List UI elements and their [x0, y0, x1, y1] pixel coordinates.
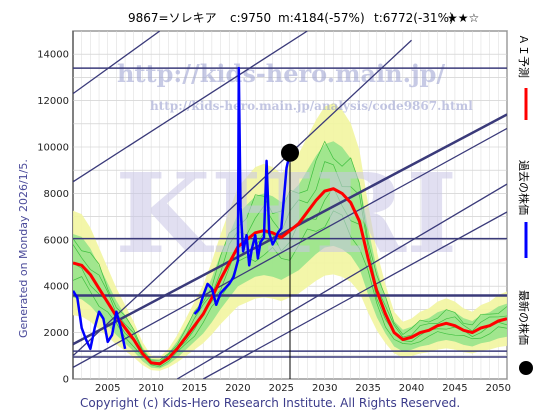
y-tick-label: 2000	[44, 328, 69, 339]
title-t-value: t:6772(-31%)	[374, 11, 454, 25]
y-tick-label: 8000	[44, 189, 69, 200]
legend: ＡＩ予測 過去の株価 最新の株価	[517, 34, 533, 375]
watermark-analysis-url: http://kids-hero.main.jp/analysis/code98…	[150, 99, 473, 113]
x-tick-label: 2005	[95, 383, 120, 394]
chart-marks	[281, 143, 299, 162]
legend-latest-price-label: 最新の株価	[517, 290, 531, 345]
x-tick-label: 2020	[225, 383, 250, 394]
title-current-price: c:9750	[230, 11, 271, 25]
diagonal-trend-line	[73, 39, 412, 357]
y-tick-label: 6000	[44, 235, 69, 246]
y-tick-label: 10000	[37, 143, 69, 154]
legend-past-price-label: 過去の株価	[517, 160, 531, 215]
title-m-value: m:4184(-57%)	[278, 11, 365, 25]
y-tick-label: 0	[63, 375, 69, 386]
x-tick-label: 2030	[312, 383, 337, 394]
y-tick-label: 4000	[44, 282, 69, 293]
title-rating-stars: ★★☆	[447, 11, 479, 25]
x-tick-label: 2015	[182, 383, 207, 394]
diagonal-trend-line	[73, 31, 161, 95]
x-tick-label: 2050	[486, 383, 511, 394]
x-tick-label: 2035	[355, 383, 380, 394]
diagonal-trend-line	[202, 211, 507, 379]
watermark-url: http://kids-hero.main.jp/	[117, 59, 445, 88]
diagonal-trend-line	[73, 31, 308, 183]
latest-price-point	[281, 143, 299, 162]
title-code-name: 9867=ソレキア	[128, 11, 217, 25]
diagonal-trend-line	[176, 183, 507, 379]
legend-latest-price-dot	[519, 361, 533, 375]
copyright-text: Copyright (c) Kids-Hero Research Institu…	[80, 396, 460, 410]
ai-forecast-line	[73, 187, 507, 366]
x-tick-label: 2010	[138, 383, 163, 394]
series-lines	[73, 66, 507, 366]
y-tick-label: 14000	[37, 50, 69, 61]
legend-ai-forecast-label: ＡＩ予測	[517, 34, 531, 78]
past-price-line	[73, 66, 292, 351]
x-tick-label: 2045	[442, 383, 467, 394]
x-tick-label: 2025	[269, 383, 294, 394]
x-tick-label: 2040	[399, 383, 424, 394]
generated-date-label: Generated on Monday 2026/1/5.	[17, 159, 30, 338]
axis-ticks: 0 2000 4000 6000 8000 10000 12000 14000 2005 2010…	[37, 50, 511, 394]
y-tick-label: 12000	[37, 96, 69, 107]
